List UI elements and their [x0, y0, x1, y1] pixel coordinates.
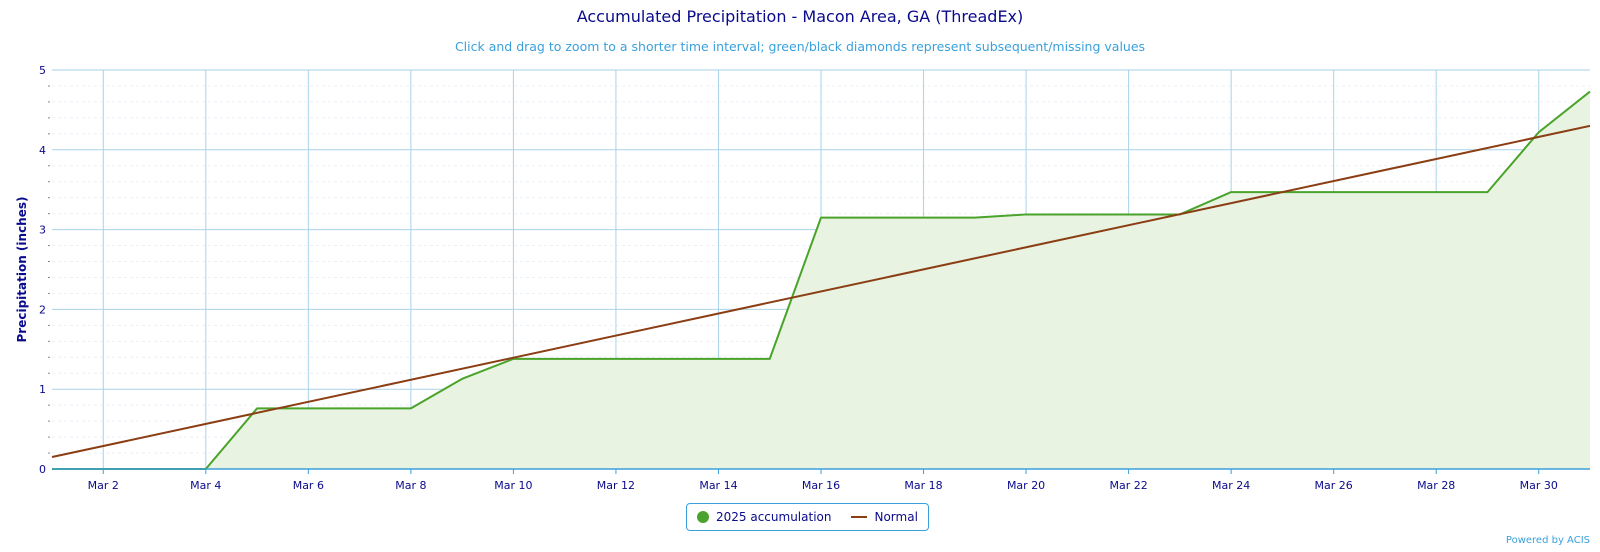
x-tick-label: Mar 10	[494, 479, 532, 492]
x-tick-label: Mar 28	[1417, 479, 1455, 492]
series-accumulation-area	[52, 91, 1590, 470]
y-axis-title: Precipitation (inches)	[15, 197, 29, 343]
y-tick-label: 4	[39, 144, 46, 157]
legend-accumulation-marker	[697, 511, 709, 523]
x-tick-label: Mar 24	[1212, 479, 1250, 492]
x-tick-label: Mar 30	[1520, 479, 1558, 492]
chart-subtitle: Click and drag to zoom to a shorter time…	[454, 39, 1146, 54]
y-tick-label: 3	[39, 224, 46, 237]
legend-item-accumulation[interactable]: 2025 accumulation	[697, 510, 831, 524]
legend-normal-marker	[851, 516, 868, 518]
y-tick-label: 5	[39, 64, 46, 77]
x-tick-label: Mar 12	[597, 479, 635, 492]
chart-title: Accumulated Precipitation - Macon Area, …	[576, 7, 1024, 26]
x-tick-label: Mar 26	[1315, 479, 1353, 492]
x-tick-label: Mar 6	[293, 479, 324, 492]
y-tick-label: 2	[39, 303, 46, 316]
acis-credit-link[interactable]: Powered by ACIS	[1505, 535, 1590, 546]
legend-accumulation-label: 2025 accumulation	[716, 510, 832, 524]
legend-item-normal[interactable]: Normal	[851, 510, 918, 524]
x-tick-label: Mar 18	[904, 479, 942, 492]
legend-normal-label: Normal	[874, 510, 918, 524]
chart-legend: 2025 accumulation Normal	[686, 503, 929, 531]
x-tick-label: Mar 22	[1109, 479, 1147, 492]
x-tick-label: Mar 2	[88, 479, 119, 492]
series-normal-line	[51, 124, 1591, 459]
x-tick-label: Mar 14	[699, 479, 737, 492]
x-tick-label: Mar 4	[190, 479, 221, 492]
x-tick-label: Mar 16	[802, 479, 840, 492]
series-accumulation-line	[52, 90, 1591, 470]
y-tick-label: 1	[39, 383, 46, 396]
x-tick-label: Mar 20	[1007, 479, 1045, 492]
x-tick-label: Mar 8	[395, 479, 426, 492]
y-tick-label: 0	[39, 463, 46, 476]
